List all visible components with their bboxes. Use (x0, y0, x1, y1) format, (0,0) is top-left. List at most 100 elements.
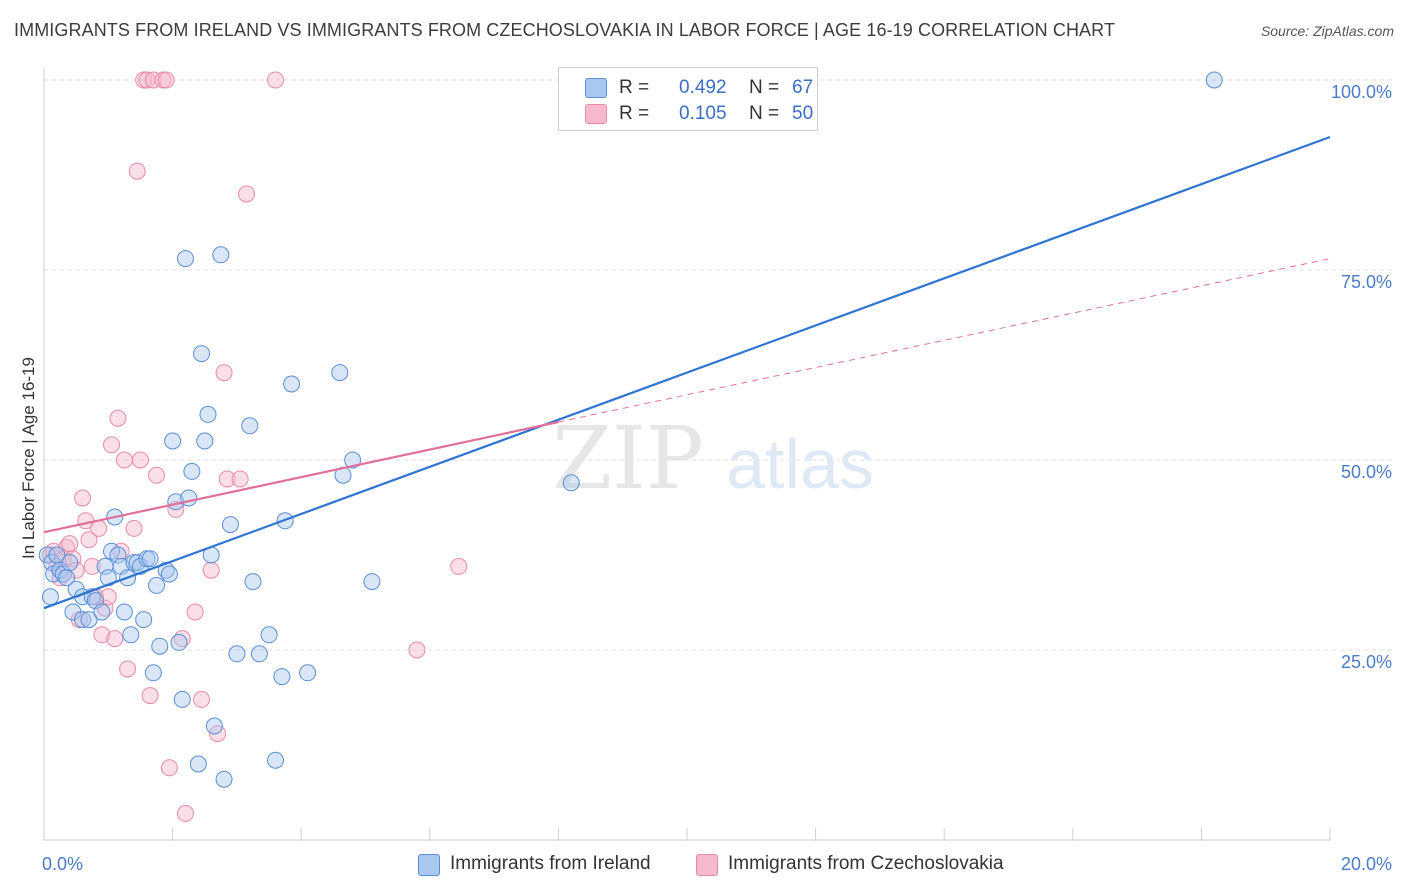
y-tick-label: 75.0% (1341, 272, 1392, 292)
watermark-zip: ZIP (552, 409, 704, 509)
data-point-ireland (80, 611, 98, 629)
data-point-ireland (74, 611, 92, 629)
legend-swatch-czechoslovakia (585, 104, 607, 124)
watermark: ZIP atlas (552, 409, 874, 509)
legend-r-value-ireland: 0.492 (679, 77, 727, 98)
data-point-ireland (115, 603, 133, 621)
legend-n-value-ireland: 67 (792, 77, 814, 98)
data-point-czechoslovakia (109, 409, 127, 427)
data-point-ireland (228, 645, 246, 663)
data-point-czechoslovakia (186, 603, 204, 621)
data-point-ireland (215, 770, 233, 788)
data-point-czechoslovakia (119, 660, 137, 678)
data-point-ireland (41, 588, 59, 606)
data-point-ireland (122, 626, 140, 644)
data-point-ireland (148, 576, 166, 594)
data-point-ireland (299, 664, 317, 682)
y-tick-label: 50.0% (1341, 462, 1392, 482)
data-points (38, 71, 1223, 822)
data-point-czechoslovakia (61, 535, 79, 553)
data-point-ireland (331, 364, 349, 382)
data-point-ireland (173, 690, 191, 708)
axis-labels: In Labor Force | Age 16-19 25.0% 50.0% 75.… (19, 82, 1392, 874)
data-point-czechoslovakia (93, 626, 111, 644)
data-point-ireland (170, 633, 188, 651)
data-point-ireland (93, 603, 111, 621)
data-point-czechoslovakia (103, 436, 121, 454)
x-tick-label: 20.0% (1341, 854, 1392, 874)
data-point-ireland (1205, 71, 1223, 89)
trend-line-czechoslovakia-extension (558, 258, 1331, 423)
correlation-legend: R = 0.492 N = 67 R = 0.105 N = 50 (558, 67, 818, 131)
data-point-czechoslovakia (450, 557, 468, 575)
data-point-czechoslovakia (74, 489, 92, 507)
data-point-ireland (135, 611, 153, 629)
data-point-czechoslovakia (202, 561, 220, 579)
data-point-ireland (189, 755, 207, 773)
data-point-ireland (109, 546, 127, 564)
data-point-czechoslovakia (215, 364, 233, 382)
data-point-ireland (562, 474, 580, 492)
legend-r-label: R = (619, 103, 650, 124)
chart-title: IMMIGRANTS FROM IRELAND VS IMMIGRANTS FR… (14, 20, 1116, 40)
data-point-ireland (363, 573, 381, 591)
data-point-ireland (205, 717, 223, 735)
legend-n-label: N = (749, 103, 780, 124)
data-point-ireland (176, 250, 194, 268)
y-tick-label: 25.0% (1341, 652, 1392, 672)
y-axis-title: In Labor Force | Age 16-19 (19, 357, 38, 559)
data-point-ireland (193, 345, 211, 363)
data-point-ireland (221, 516, 239, 534)
series-legend: Immigrants from Ireland Immigrants from … (0, 852, 1406, 878)
data-point-czechoslovakia (193, 690, 211, 708)
data-point-czechoslovakia (83, 557, 101, 575)
data-point-ireland (180, 489, 198, 507)
data-point-czechoslovakia (157, 71, 175, 89)
data-point-czechoslovakia (80, 531, 98, 549)
data-point-czechoslovakia (176, 804, 194, 822)
trend-line-czechoslovakia (43, 420, 559, 534)
data-point-ireland (212, 246, 230, 264)
data-point-czechoslovakia (144, 71, 162, 89)
data-point-ireland (260, 626, 278, 644)
legend-r-label: R = (619, 77, 650, 98)
legend-r-value-czechoslovakia: 0.105 (679, 103, 727, 124)
data-point-ireland (273, 668, 291, 686)
data-point-czechoslovakia (128, 162, 146, 180)
data-point-ireland (283, 375, 301, 393)
data-point-ireland (250, 645, 268, 663)
data-point-ireland (199, 405, 217, 423)
data-point-czechoslovakia (125, 519, 143, 537)
y-tick-label: 100.0% (1331, 82, 1392, 102)
data-point-ireland (244, 573, 262, 591)
data-point-ireland (160, 565, 178, 583)
data-point-czechoslovakia (131, 451, 149, 469)
data-point-czechoslovakia (238, 185, 256, 203)
data-point-ireland (241, 417, 259, 435)
trend-lines (43, 135, 1331, 610)
data-point-czechoslovakia (266, 71, 284, 89)
data-point-ireland (151, 637, 169, 655)
data-point-czechoslovakia (106, 630, 124, 648)
series-swatch-czechoslovakia (696, 854, 718, 876)
legend-n-label: N = (749, 77, 780, 98)
legend-n-value-czechoslovakia: 50 (792, 103, 814, 124)
data-point-czechoslovakia (148, 466, 166, 484)
data-point-ireland (141, 550, 159, 568)
series-swatch-ireland (418, 854, 440, 876)
data-point-ireland (144, 664, 162, 682)
data-point-czechoslovakia (218, 470, 236, 488)
data-point-ireland (266, 751, 284, 769)
series-label-ireland: Immigrants from Ireland (450, 853, 651, 874)
legend-swatch-ireland (585, 78, 607, 98)
data-point-czechoslovakia (231, 470, 249, 488)
data-point-czechoslovakia (408, 641, 426, 659)
chart-source: Source: ZipAtlas.com (1260, 23, 1394, 39)
data-point-czechoslovakia (141, 687, 159, 705)
data-point-ireland (61, 554, 79, 572)
data-point-ireland (196, 432, 214, 450)
data-point-czechoslovakia (115, 451, 133, 469)
x-tick-label: 0.0% (42, 854, 83, 874)
series-label-czechoslovakia: Immigrants from Czechoslovakia (728, 853, 1004, 874)
data-point-ireland (164, 432, 182, 450)
